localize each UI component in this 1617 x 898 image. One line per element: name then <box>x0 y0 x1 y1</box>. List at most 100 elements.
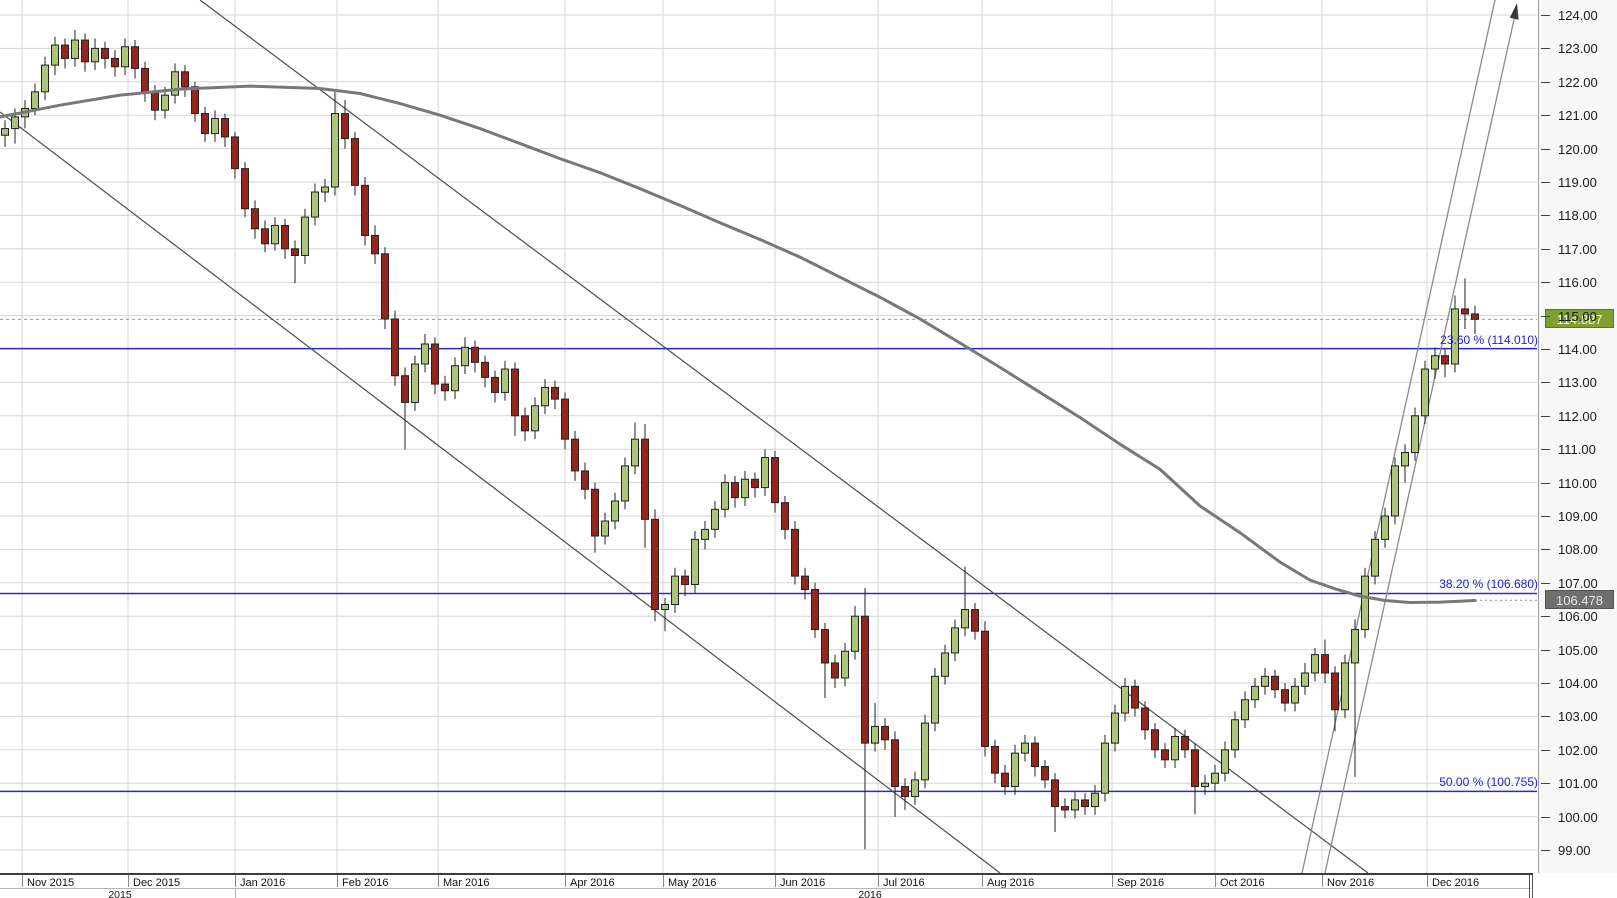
trendline-arrowhead <box>1509 3 1519 20</box>
candle-body <box>941 652 949 677</box>
candle-body <box>741 478 749 499</box>
candle-body <box>631 438 639 467</box>
price-axis-tick <box>1541 582 1550 584</box>
price-axis-tick <box>1541 549 1550 551</box>
candlestick-series <box>1 30 1479 850</box>
candle-body <box>1111 712 1119 744</box>
time-axis[interactable]: Nov 2015 Dec 2015 Jan 2016 Feb 2016 Mar 2016… <box>0 873 1533 898</box>
candle-body <box>621 465 629 502</box>
time-axis-tick <box>438 875 439 887</box>
candle-body <box>1401 452 1409 467</box>
candle-body <box>861 615 869 744</box>
time-axis-tick <box>663 875 664 887</box>
price-axis-tick <box>1541 616 1550 618</box>
price-axis-tick <box>1541 115 1550 117</box>
candle-body <box>91 47 99 63</box>
candle-body <box>911 779 919 798</box>
year-label: 2015 <box>108 889 132 898</box>
time-axis-tick <box>1427 875 1428 887</box>
candle-body <box>721 482 729 510</box>
candle-body <box>271 224 279 245</box>
price-axis-label: 124.00 <box>1558 8 1598 23</box>
price-axis-label: 120.00 <box>1558 141 1598 157</box>
candle-body <box>1321 654 1329 674</box>
candle-body <box>891 739 899 788</box>
price-axis-label: 121.00 <box>1558 108 1598 124</box>
candle-body <box>931 675 939 724</box>
price-axis-label: 117.00 <box>1558 241 1597 257</box>
candle-body <box>1131 685 1139 709</box>
candle-body <box>1 128 9 136</box>
year-separator <box>235 888 236 898</box>
candle-body <box>281 224 289 250</box>
fib-level-label[interactable]: 23.60 % (114.010) <box>1440 332 1538 347</box>
price-axis-tick <box>1541 148 1550 150</box>
candle-body <box>1101 742 1109 794</box>
price-axis-label: 110.00 <box>1558 475 1597 491</box>
price-axis-label: 100.00 <box>1558 809 1598 825</box>
candle-body <box>1391 465 1399 517</box>
trendline-ascending-line-right[interactable] <box>1324 5 1518 873</box>
candle-body <box>601 520 609 537</box>
price-axis-tick <box>1541 15 1550 16</box>
fib-level-label[interactable]: 38.20 % (106.680) <box>1439 577 1538 592</box>
candle-body <box>611 500 619 522</box>
candle-body <box>551 386 559 400</box>
price-axis-tick <box>1541 816 1550 818</box>
price-axis-tick <box>1541 182 1550 183</box>
trendline-ascending-line-left[interactable] <box>1301 0 1496 873</box>
price-axis-tick <box>1541 315 1550 317</box>
chart-plot-area[interactable] <box>0 0 1537 873</box>
candle-body <box>321 186 329 193</box>
ma-price-badge: 106.478 <box>1545 590 1614 610</box>
price-axis-label: 122.00 <box>1558 74 1598 90</box>
price-axis-label: 113.00 <box>1558 375 1597 391</box>
price-axis-label: 101.00 <box>1558 776 1598 792</box>
candle-body <box>1351 629 1359 664</box>
candle-body <box>981 630 989 747</box>
month-label: Feb 2016 <box>342 877 389 889</box>
price-axis-label: 107.00 <box>1558 575 1598 591</box>
candle-body <box>901 786 909 798</box>
candle-body <box>561 398 569 440</box>
candle-body <box>1211 772 1219 784</box>
price-axis[interactable]: 114.887 106.478 124.00 123.00 122.00 121.00… <box>1538 0 1617 873</box>
candle-body <box>701 528 709 540</box>
candle-body <box>41 64 49 93</box>
candle-body <box>471 346 479 363</box>
price-axis-label: 103.00 <box>1558 709 1598 725</box>
candle-body <box>1221 749 1229 774</box>
candle-body <box>351 138 359 186</box>
month-label: May 2016 <box>668 877 717 889</box>
candle-body <box>1151 729 1159 751</box>
candle-body <box>1301 672 1309 687</box>
candle-body <box>951 627 959 654</box>
candle-body <box>1011 752 1019 788</box>
fib-level-label[interactable]: 50.00 % (100.755) <box>1439 775 1538 790</box>
price-axis-label: 111.00 <box>1558 442 1596 458</box>
month-label: Sep 2016 <box>1117 877 1165 889</box>
candle-body <box>1461 308 1469 315</box>
price-axis-tick <box>1541 415 1550 417</box>
candle-body <box>1091 792 1099 808</box>
price-axis-tick <box>1541 716 1550 718</box>
candle-body <box>311 191 319 218</box>
candle-body <box>791 528 799 577</box>
candle-body <box>1181 735 1189 751</box>
trendline-channel-upper[interactable] <box>199 0 1369 873</box>
price-axis-label: 104.00 <box>1558 676 1598 691</box>
month-label: Dec 2015 <box>133 877 181 889</box>
trendline-channel-lower[interactable] <box>0 111 1001 873</box>
candle-body <box>1431 355 1439 370</box>
candle-body <box>1361 575 1369 631</box>
candle-body <box>1381 515 1389 540</box>
candle-body <box>241 168 249 210</box>
month-label: Mar 2016 <box>443 877 490 889</box>
price-axis-label: 106.00 <box>1558 609 1598 625</box>
candle-body <box>991 745 999 774</box>
candle-body <box>571 438 579 472</box>
candle-body <box>411 363 419 403</box>
candle-body <box>1261 675 1269 687</box>
candle-body <box>421 343 429 365</box>
